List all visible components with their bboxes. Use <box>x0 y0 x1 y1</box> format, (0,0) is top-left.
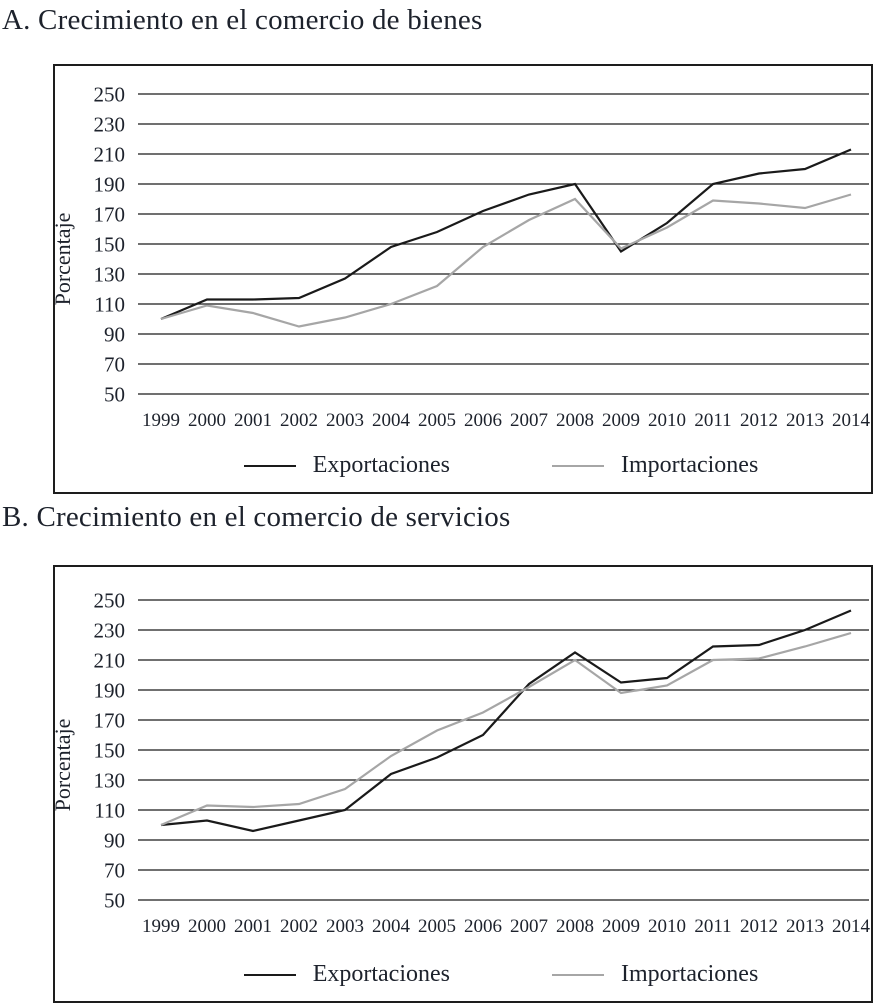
series-importaciones <box>160 193 852 328</box>
legend-label-importaciones: Importaciones <box>621 452 759 478</box>
svg-text:2003: 2003 <box>326 410 364 431</box>
svg-text:2014: 2014 <box>832 410 871 431</box>
svg-text:2009: 2009 <box>602 410 640 431</box>
svg-text:2002: 2002 <box>280 916 318 937</box>
series-exportaciones <box>160 148 852 321</box>
svg-text:170: 170 <box>94 709 126 733</box>
svg-text:230: 230 <box>94 113 126 137</box>
svg-text:150: 150 <box>94 233 126 257</box>
svg-text:90: 90 <box>104 323 125 347</box>
svg-text:130: 130 <box>94 769 126 793</box>
svg-text:170: 170 <box>94 203 126 227</box>
svg-text:2012: 2012 <box>740 916 778 937</box>
chart-a-legend: Exportaciones Importaciones <box>140 452 862 479</box>
svg-text:230: 230 <box>94 619 126 643</box>
legend-item-exportaciones: Exportaciones <box>243 961 450 988</box>
chart-b-legend: Exportaciones Importaciones <box>140 961 862 988</box>
x-tick-labels: 1999 2000 2001 2002 2003 2004 2005 2006 2007 2008… <box>142 916 871 937</box>
svg-text:2003: 2003 <box>326 916 364 937</box>
svg-text:110: 110 <box>94 293 125 317</box>
y-tick-labels: 250 230 210 190 170 150 130 110 90 70 50 <box>94 589 126 913</box>
y-axis-title: Porcentaje <box>55 213 75 306</box>
svg-text:2011: 2011 <box>694 916 731 937</box>
y-gridlines <box>138 599 869 901</box>
svg-text:210: 210 <box>94 143 126 167</box>
svg-text:2007: 2007 <box>510 410 548 431</box>
svg-text:2010: 2010 <box>648 916 686 937</box>
svg-text:2006: 2006 <box>464 916 502 937</box>
y-axis-title: Porcentaje <box>55 719 75 812</box>
svg-text:50: 50 <box>104 889 125 913</box>
panel-a-title: A. Crecimiento en el comercio de bienes <box>2 4 483 36</box>
chart-a-canvas: 250 230 210 190 170 150 130 110 90 70 50 Porcentaje… <box>55 83 871 432</box>
exportaciones-line-swatch <box>243 464 296 467</box>
legend-label-importaciones: Importaciones <box>621 961 759 987</box>
svg-text:210: 210 <box>94 649 126 673</box>
importaciones-line-swatch <box>552 464 604 467</box>
svg-text:2004: 2004 <box>372 410 411 431</box>
chart-b-panel: 250 230 210 190 170 150 130 110 90 70 50 Porcentaje… <box>53 565 873 1003</box>
svg-text:150: 150 <box>94 739 126 763</box>
svg-text:2000: 2000 <box>188 916 226 937</box>
svg-text:2006: 2006 <box>464 410 502 431</box>
svg-text:250: 250 <box>94 589 126 613</box>
series-importaciones <box>160 631 852 827</box>
svg-text:50: 50 <box>104 383 125 407</box>
svg-text:250: 250 <box>94 83 126 107</box>
svg-text:2011: 2011 <box>694 410 731 431</box>
svg-text:Porcentaje: Porcentaje <box>55 213 75 306</box>
svg-text:2013: 2013 <box>786 410 824 431</box>
svg-text:70: 70 <box>104 859 125 883</box>
series-exportaciones <box>160 609 852 833</box>
svg-text:2005: 2005 <box>418 916 456 937</box>
chart-a-panel: 250 230 210 190 170 150 130 110 90 70 50 Porcentaje… <box>53 64 873 494</box>
svg-text:2004: 2004 <box>372 916 411 937</box>
svg-text:2001: 2001 <box>234 410 272 431</box>
svg-text:2013: 2013 <box>786 916 824 937</box>
svg-text:90: 90 <box>104 829 125 853</box>
x-tick-labels: 1999 2000 2001 2002 2003 2004 2005 2006 2007 2008… <box>142 410 871 431</box>
svg-text:2010: 2010 <box>648 410 686 431</box>
svg-text:190: 190 <box>94 173 126 197</box>
svg-text:2001: 2001 <box>234 916 272 937</box>
legend-item-importaciones: Importaciones <box>552 961 758 988</box>
svg-text:2009: 2009 <box>602 916 640 937</box>
svg-text:2008: 2008 <box>556 916 594 937</box>
svg-text:1999: 1999 <box>142 916 180 937</box>
svg-text:2000: 2000 <box>188 410 226 431</box>
panel-b-title: B. Crecimiento en el comercio de servici… <box>2 501 511 533</box>
svg-text:2012: 2012 <box>740 410 778 431</box>
svg-text:110: 110 <box>94 799 125 823</box>
y-tick-labels: 250 230 210 190 170 150 130 110 90 70 50 <box>94 83 126 407</box>
legend-label-exportaciones: Exportaciones <box>312 452 450 478</box>
svg-text:1999: 1999 <box>142 410 180 431</box>
importaciones-line-swatch <box>552 973 604 976</box>
svg-text:2002: 2002 <box>280 410 318 431</box>
legend-item-exportaciones: Exportaciones <box>243 452 450 479</box>
y-gridlines <box>138 93 869 395</box>
exportaciones-line-swatch <box>243 973 296 976</box>
svg-text:2005: 2005 <box>418 410 456 431</box>
svg-text:190: 190 <box>94 679 126 703</box>
svg-text:2014: 2014 <box>832 916 871 937</box>
svg-text:2008: 2008 <box>556 410 594 431</box>
svg-text:70: 70 <box>104 353 125 377</box>
svg-text:130: 130 <box>94 263 126 287</box>
svg-text:2007: 2007 <box>510 916 548 937</box>
legend-item-importaciones: Importaciones <box>552 452 758 479</box>
svg-text:Porcentaje: Porcentaje <box>55 719 75 812</box>
legend-label-exportaciones: Exportaciones <box>312 961 450 987</box>
chart-b-canvas: 250 230 210 190 170 150 130 110 90 70 50 Porcentaje… <box>55 589 871 938</box>
